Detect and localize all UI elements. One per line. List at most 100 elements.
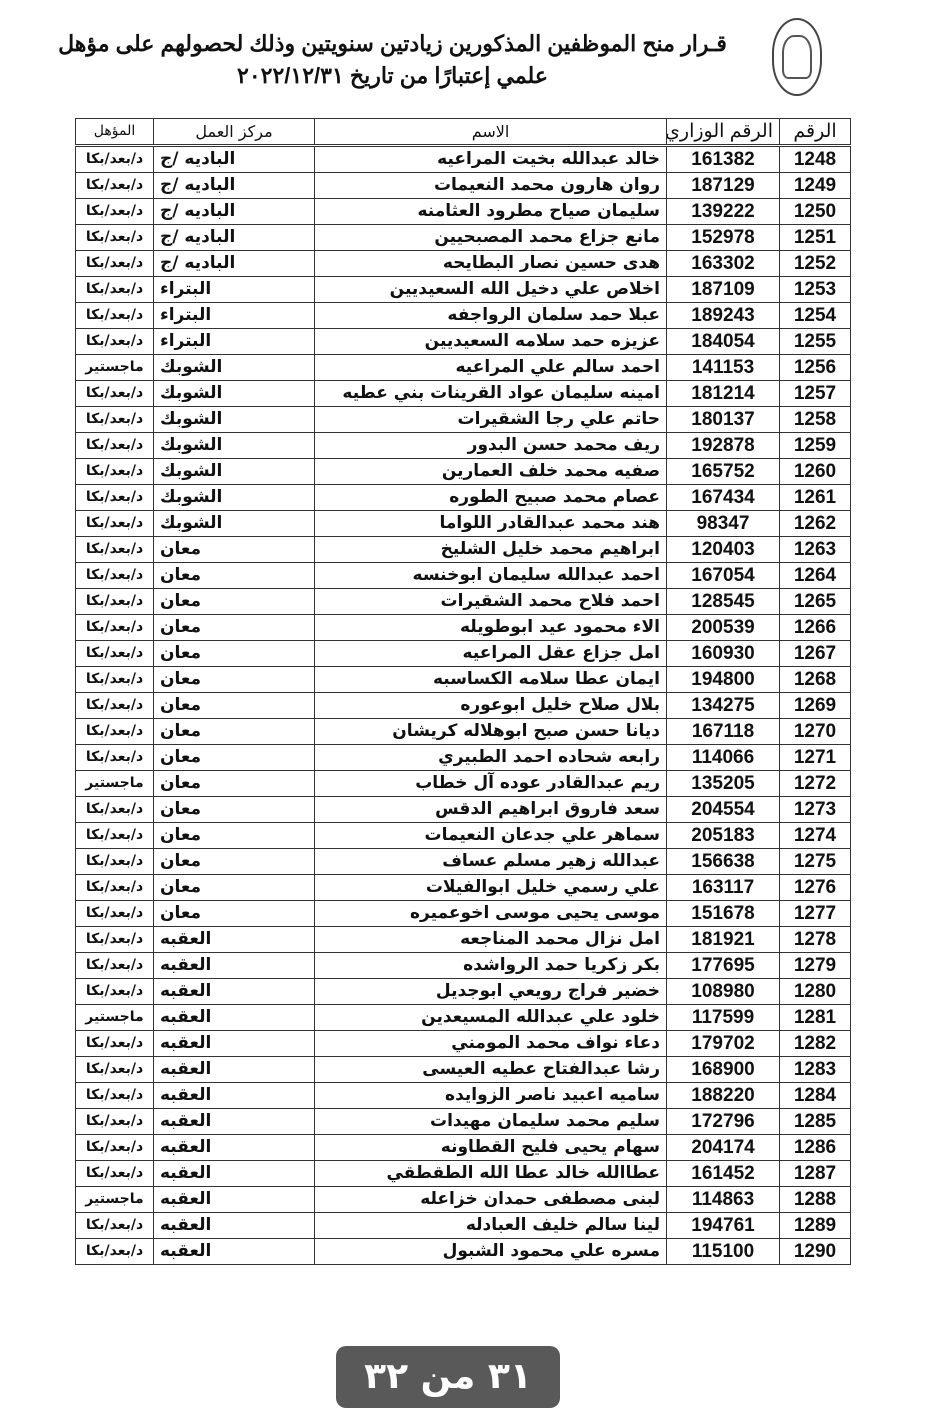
cell-name: ريم عبدالقادر عوده آل خطاب xyxy=(314,770,667,797)
cell-number: 1277 xyxy=(779,900,851,927)
table-row: 1286 204174 سهام يحيى فليح القطاونه العقبه د… xyxy=(75,1134,851,1161)
cell-number: 1249 xyxy=(779,172,851,199)
cell-work-center: البتراء xyxy=(153,302,315,329)
cell-work-center: الباديه /ج xyxy=(153,172,315,199)
table-row: 1257 181214 امينه سليمان عواد القرينات بني… xyxy=(75,380,851,407)
table-row: 1282 179702 دعاء نواف محمد المومني العقبه د/… xyxy=(75,1030,851,1057)
cell-qualification: د/بعد/بكا xyxy=(75,796,154,823)
cell-work-center: العقبه xyxy=(153,1004,315,1031)
table-row: 1250 139222 سليمان صياح مطرود العثامنه البا… xyxy=(75,198,851,225)
cell-qualification: د/بعد/بكا xyxy=(75,1056,154,1083)
cell-number: 1268 xyxy=(779,666,851,693)
table-row: 1271 114066 رابعه شحاده احمد الطبيري معان د/… xyxy=(75,744,851,771)
cell-qualification: د/بعد/بكا xyxy=(75,406,154,433)
cell-number: 1258 xyxy=(779,406,851,433)
cell-name: عصام محمد صبيح الطوره xyxy=(314,484,667,511)
cell-work-center: معان xyxy=(153,796,315,823)
cell-ministry-id: 167054 xyxy=(666,562,780,589)
cell-work-center: الشوبك xyxy=(153,354,315,381)
cell-work-center: معان xyxy=(153,614,315,641)
cell-qualification: د/بعد/بكا xyxy=(75,640,154,667)
cell-work-center: الشوبك xyxy=(153,458,315,485)
cell-number: 1285 xyxy=(779,1108,851,1135)
cell-qualification: د/بعد/بكا xyxy=(75,978,154,1005)
cell-name: ايمان عطا سلامه الكساسبه xyxy=(314,666,667,693)
table-row: 1262 98347 هند محمد عبدالقادر اللواما الشوب… xyxy=(75,510,851,537)
cell-name: سليم محمد سليمان مهيدات xyxy=(314,1108,667,1135)
cell-ministry-id: 135205 xyxy=(666,770,780,797)
cell-number: 1288 xyxy=(779,1186,851,1213)
cell-qualification: د/بعد/بكا xyxy=(75,744,154,771)
cell-qualification: د/بعد/بكا xyxy=(75,276,154,303)
cell-work-center: معان xyxy=(153,900,315,927)
cell-qualification: د/بعد/بكا xyxy=(75,432,154,459)
cell-number: 1251 xyxy=(779,224,851,251)
cell-ministry-id: 98347 xyxy=(666,510,780,537)
cell-qualification: د/بعد/بكا xyxy=(75,718,154,745)
document-subtitle: علمي إعتبارًا من تاريخ ٢٠٢٢/١٢/٣١ xyxy=(237,63,548,88)
cell-qualification: د/بعد/بكا xyxy=(75,536,154,563)
table-row: 1270 167118 ديانا حسن صبح ابوهلاله كريشان م… xyxy=(75,718,851,745)
cell-name: حاتم علي رجا الشقيرات xyxy=(314,406,667,433)
cell-qualification: د/بعد/بكا xyxy=(75,1082,154,1109)
cell-ministry-id: 117599 xyxy=(666,1004,780,1031)
cell-ministry-id: 165752 xyxy=(666,458,780,485)
table-row: 1287 161452 عطاالله خالد عطا الله الطقطقي ا… xyxy=(75,1160,851,1187)
crest-icon xyxy=(782,35,812,79)
table-row: 1261 167434 عصام محمد صبيح الطوره الشوبك د/ب… xyxy=(75,484,851,511)
cell-work-center: الشوبك xyxy=(153,510,315,537)
cell-work-center: معان xyxy=(153,848,315,875)
table-row: 1289 194761 لينا سالم خليف العبادله العقبه د… xyxy=(75,1212,851,1239)
cell-number: 1263 xyxy=(779,536,851,563)
cell-qualification: د/بعد/بكا xyxy=(75,302,154,329)
cell-qualification: د/بعد/بكا xyxy=(75,1212,154,1239)
cell-ministry-id: 184054 xyxy=(666,328,780,355)
cell-number: 1262 xyxy=(779,510,851,537)
cell-work-center: معان xyxy=(153,666,315,693)
cell-work-center: العقبه xyxy=(153,1238,315,1265)
page-indicator: ٣١ من ٣٢ xyxy=(336,1346,560,1408)
cell-name: علي رسمي خليل ابوالفيلات xyxy=(314,874,667,901)
cell-number: 1250 xyxy=(779,198,851,225)
cell-qualification: د/بعد/بكا xyxy=(75,250,154,277)
table-row: 1269 134275 بلال صلاح خليل ابوعوره معان د/بع… xyxy=(75,692,851,719)
table-row: 1267 160930 امل جزاع عقل المراعيه معان د/بعد… xyxy=(75,640,851,667)
cell-qualification: د/بعد/بكا xyxy=(75,614,154,641)
cell-qualification: د/بعد/بكا xyxy=(75,1030,154,1057)
cell-name: روان هارون محمد النعيمات xyxy=(314,172,667,199)
cell-work-center: العقبه xyxy=(153,1082,315,1109)
cell-name: رشا عبدالفتاح عطيه العيسى xyxy=(314,1056,667,1083)
cell-work-center: البتراء xyxy=(153,328,315,355)
cell-work-center: العقبه xyxy=(153,952,315,979)
cell-ministry-id: 139222 xyxy=(666,198,780,225)
cell-work-center: معان xyxy=(153,770,315,797)
table-header-row: الرقم الرقم الوزاري الاسم مركز العمل الم… xyxy=(75,118,851,146)
cell-qualification: د/بعد/بكا xyxy=(75,874,154,901)
table-row: 1283 168900 رشا عبدالفتاح عطيه العيسى العقب… xyxy=(75,1056,851,1083)
ministry-emblem-logo xyxy=(772,18,822,96)
table-row: 1288 114863 لبنى مصطفى حمدان خزاعله العقبه م… xyxy=(75,1186,851,1213)
table-row: 1268 194800 ايمان عطا سلامه الكساسبه معان د/… xyxy=(75,666,851,693)
cell-ministry-id: 120403 xyxy=(666,536,780,563)
cell-qualification: د/بعد/بكا xyxy=(75,1160,154,1187)
cell-number: 1267 xyxy=(779,640,851,667)
cell-qualification: د/بعد/بكا xyxy=(75,822,154,849)
cell-qualification: د/بعد/بكا xyxy=(75,1108,154,1135)
cell-qualification: د/بعد/بكا xyxy=(75,458,154,485)
cell-ministry-id: 115100 xyxy=(666,1238,780,1265)
cell-name: خالد عبدالله بخيت المراعيه xyxy=(314,145,667,173)
cell-ministry-id: 179702 xyxy=(666,1030,780,1057)
cell-name: خضير فراج رويعي ابوجديل xyxy=(314,978,667,1005)
cell-work-center: العقبه xyxy=(153,978,315,1005)
table-row: 1281 117599 خلود علي عبدالله المسيعدين العق… xyxy=(75,1004,851,1031)
cell-name: لينا سالم خليف العبادله xyxy=(314,1212,667,1239)
cell-qualification: د/بعد/بكا xyxy=(75,692,154,719)
cell-ministry-id: 189243 xyxy=(666,302,780,329)
cell-qualification: ماجستير xyxy=(75,1004,154,1031)
cell-ministry-id: 192878 xyxy=(666,432,780,459)
cell-number: 1271 xyxy=(779,744,851,771)
cell-number: 1274 xyxy=(779,822,851,849)
cell-ministry-id: 205183 xyxy=(666,822,780,849)
cell-ministry-id: 167118 xyxy=(666,718,780,745)
cell-ministry-id: 181921 xyxy=(666,926,780,953)
